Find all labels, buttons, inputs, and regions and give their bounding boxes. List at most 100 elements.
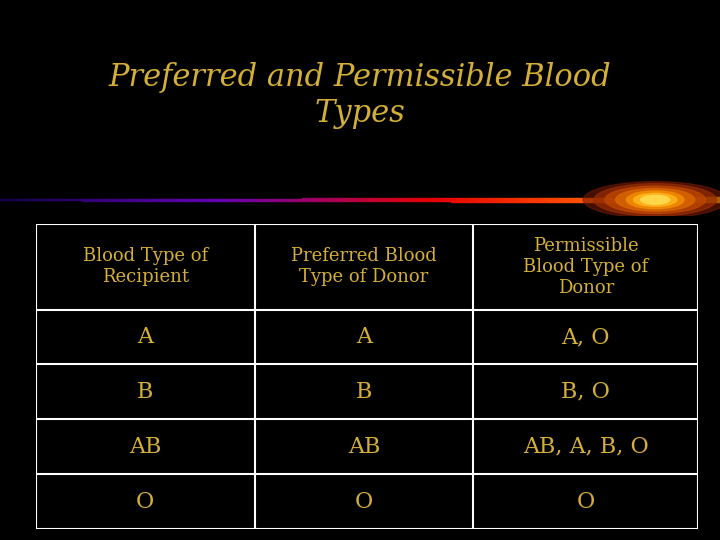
Bar	[2, 199, 5, 200]
Bar	[81, 199, 84, 200]
Bar	[283, 199, 286, 201]
Bar	[506, 198, 509, 201]
Bar	[535, 198, 538, 202]
Bar	[518, 198, 521, 201]
Bar	[281, 199, 283, 201]
Bar	[171, 199, 173, 201]
Bar	[317, 199, 319, 201]
Bar	[362, 198, 365, 201]
Bar	[567, 198, 569, 202]
Bar	[305, 199, 307, 201]
Bar	[77, 199, 79, 200]
Bar	[12, 199, 14, 200]
Bar	[675, 198, 677, 202]
Bar	[264, 199, 266, 201]
Bar	[619, 198, 621, 202]
Bar	[418, 198, 420, 201]
Bar	[612, 198, 614, 202]
Bar	[653, 198, 655, 202]
Bar	[269, 199, 271, 201]
Text: A, O: A, O	[562, 326, 610, 348]
Bar	[358, 198, 360, 201]
Text: A: A	[356, 326, 372, 348]
Bar	[660, 198, 662, 202]
Bar	[274, 199, 276, 201]
Bar	[204, 199, 207, 201]
Bar	[192, 199, 194, 201]
Bar	[55, 199, 58, 200]
Bar	[564, 198, 567, 202]
Bar	[477, 198, 480, 201]
Bar	[110, 199, 113, 200]
Bar	[691, 198, 693, 202]
Bar	[398, 198, 401, 201]
Bar	[36, 199, 38, 200]
Bar	[545, 198, 547, 202]
Bar	[228, 199, 230, 201]
Bar	[348, 198, 351, 201]
Bar	[621, 198, 624, 202]
Bar	[135, 199, 137, 201]
Bar	[646, 198, 648, 202]
Bar	[315, 199, 317, 201]
Bar	[89, 199, 91, 200]
Bar	[711, 198, 713, 202]
Bar	[207, 199, 209, 201]
Bar	[216, 199, 218, 201]
Bar	[353, 198, 355, 201]
Bar	[466, 198, 468, 201]
Bar	[243, 199, 245, 201]
Bar	[413, 198, 415, 201]
Bar	[497, 198, 499, 201]
Bar	[667, 198, 670, 202]
Bar	[441, 198, 444, 201]
Bar	[99, 199, 101, 200]
Bar	[65, 199, 67, 200]
Bar	[252, 199, 254, 201]
Bar	[696, 198, 698, 202]
Bar	[513, 198, 516, 201]
Bar	[538, 198, 540, 202]
Bar	[715, 198, 718, 202]
Bar	[84, 199, 86, 200]
Bar	[189, 199, 192, 201]
Bar	[43, 199, 45, 200]
Bar	[312, 199, 315, 201]
Bar	[473, 198, 475, 201]
Bar	[245, 199, 247, 201]
Bar	[197, 199, 199, 201]
Bar	[672, 198, 675, 202]
Bar	[146, 199, 149, 201]
Bar	[430, 198, 432, 201]
Bar	[153, 199, 156, 201]
Text: O: O	[577, 491, 595, 513]
Bar	[468, 198, 470, 201]
Bar	[279, 199, 281, 201]
Bar	[396, 198, 398, 201]
Bar	[156, 199, 158, 201]
Bar	[293, 199, 295, 201]
Bar	[391, 198, 394, 201]
Bar	[60, 199, 63, 200]
Bar	[168, 199, 171, 201]
Bar	[41, 199, 43, 200]
Bar	[475, 198, 477, 201]
Bar	[686, 198, 689, 202]
Bar	[221, 199, 223, 201]
Bar	[492, 198, 495, 201]
Bar	[585, 198, 588, 202]
Text: Blood Type of
Recipient: Blood Type of Recipient	[83, 247, 208, 286]
Bar	[132, 199, 135, 201]
Bar	[509, 198, 511, 201]
Bar	[365, 198, 367, 201]
Bar	[693, 198, 696, 202]
Bar	[34, 199, 36, 200]
Bar	[343, 198, 346, 201]
Text: O: O	[355, 491, 373, 513]
Bar	[22, 199, 24, 200]
Bar	[209, 199, 211, 201]
Bar	[698, 198, 701, 202]
Bar	[487, 198, 490, 201]
Bar	[96, 199, 99, 200]
Bar	[600, 198, 603, 202]
